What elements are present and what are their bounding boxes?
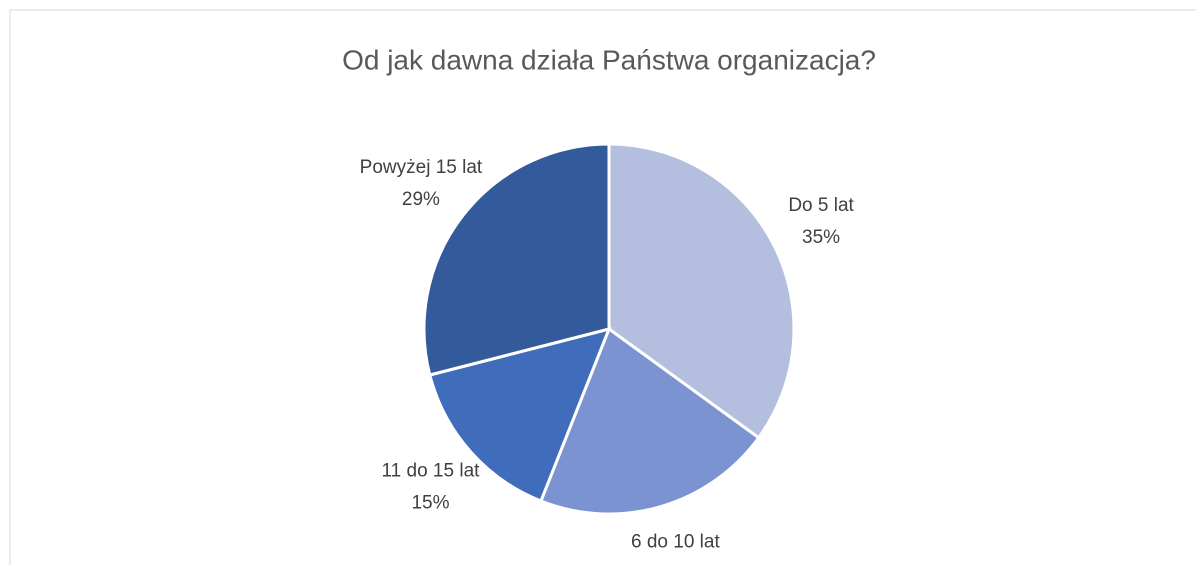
slice-label: Do 5 lat [788,195,854,216]
pie-slice [538,326,761,516]
slice-value-label: 35% [802,227,840,248]
slice-label: Powyżej 15 lat [360,157,483,178]
pie-slice [422,142,611,377]
slice-value-label: 15% [411,492,449,513]
slice-label: 6 do 10 lat [631,532,720,553]
slice-value-label: 29% [402,189,440,210]
chart-title: Od jak dawna działa Państwa organizacja? [342,44,876,75]
slice-label: 11 do 15 lat [382,460,481,481]
pie-slice [607,142,796,440]
pie-slice [427,326,612,503]
